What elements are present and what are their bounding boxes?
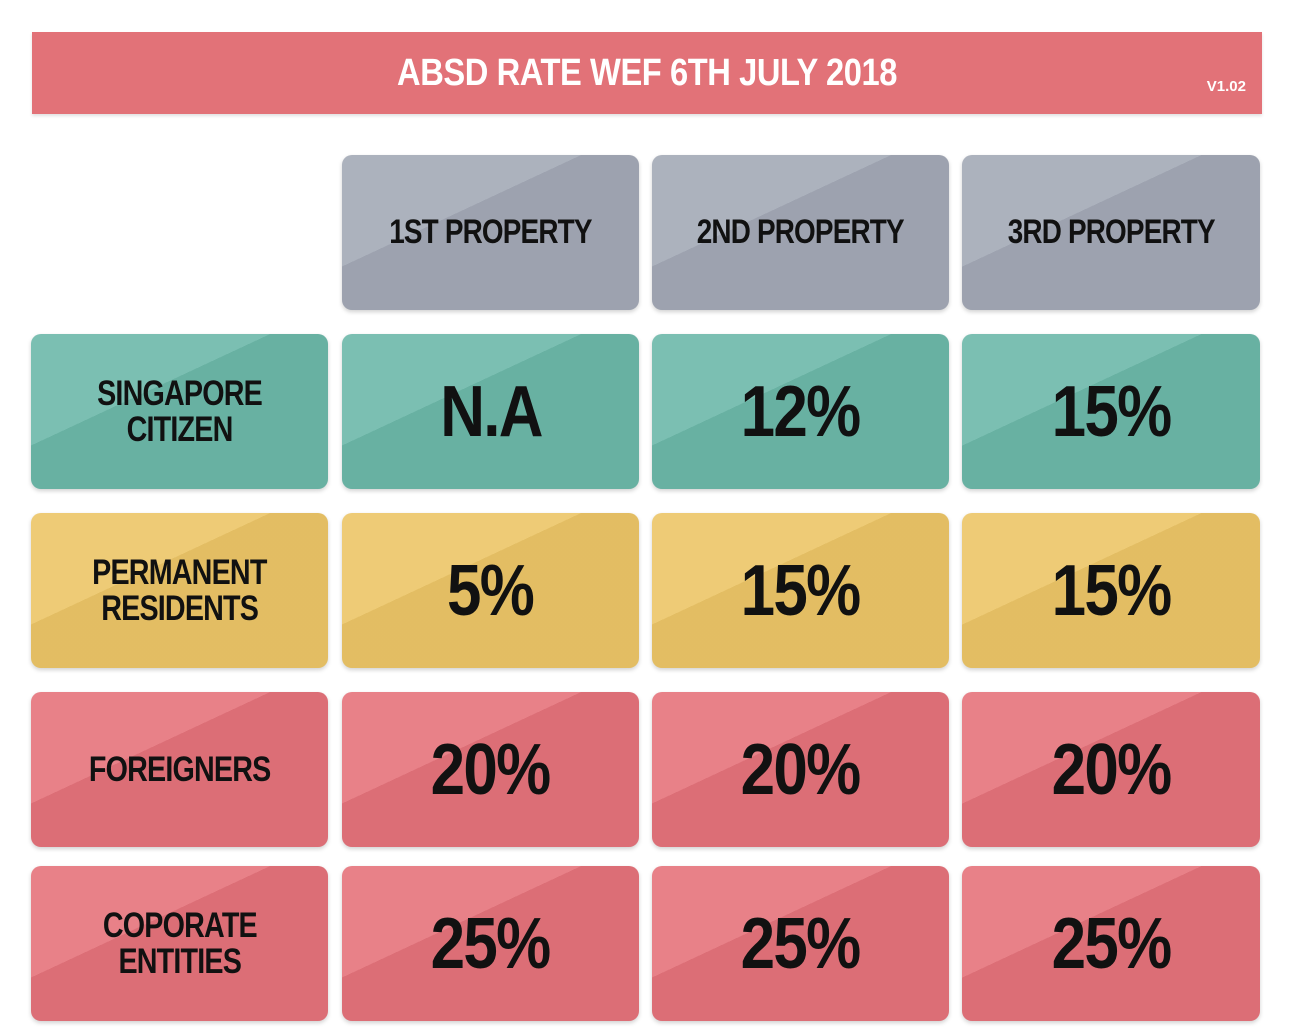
column-header-label: 2ND PROPERTY	[696, 213, 905, 251]
title-banner: ABSD RATE WEF 6TH JULY 2018 V1.02	[32, 32, 1262, 114]
rate-value: 20%	[1051, 729, 1172, 810]
column-header-label: 1ST PROPERTY	[389, 213, 592, 251]
row-label-line1: FOREIGNERS	[88, 749, 271, 789]
row-label-corporate-entities: COPORATE ENTITIES	[31, 866, 328, 1021]
rate-value: 25%	[431, 903, 551, 984]
rate-cell-foreigners-3rd: 20%	[962, 692, 1260, 847]
row-label-line2: CITIZEN	[126, 409, 234, 449]
row-label-permanent-residents: PERMANENT RESIDENTS	[31, 513, 328, 668]
rate-value: 15%	[1051, 550, 1172, 631]
column-header-label: 3RD PROPERTY	[1007, 213, 1215, 251]
row-label-line1: SINGAPORE	[97, 373, 263, 413]
rate-cell-foreigners-1st: 20%	[342, 692, 639, 847]
row-label-line2: ENTITIES	[118, 941, 241, 981]
column-header-1st-property: 1ST PROPERTY	[342, 155, 639, 310]
version-label: V1.02	[1206, 78, 1246, 95]
rate-value: 12%	[741, 371, 861, 452]
rate-cell-citizen-2nd: 12%	[652, 334, 949, 489]
row-label-foreigners: FOREIGNERS	[31, 692, 328, 847]
rate-cell-foreigners-2nd: 20%	[652, 692, 949, 847]
rate-cell-pr-3rd: 15%	[962, 513, 1260, 668]
rate-value: 5%	[447, 550, 535, 631]
rate-value: 15%	[1051, 371, 1172, 452]
rate-cell-pr-1st: 5%	[342, 513, 639, 668]
rate-value: 15%	[741, 550, 861, 631]
rate-value: 25%	[1051, 903, 1172, 984]
rate-cell-citizen-1st: N.A	[342, 334, 639, 489]
banner-title: ABSD RATE WEF 6TH JULY 2018	[397, 52, 897, 94]
rate-value: 20%	[741, 729, 861, 810]
column-header-2nd-property: 2ND PROPERTY	[652, 155, 949, 310]
rate-cell-corporate-2nd: 25%	[652, 866, 949, 1021]
row-label-line1: COPORATE	[102, 905, 258, 945]
row-label-singapore-citizen: SINGAPORE CITIZEN	[31, 334, 328, 489]
rate-cell-pr-2nd: 15%	[652, 513, 949, 668]
rate-value: 25%	[741, 903, 861, 984]
rate-value: N.A	[439, 371, 543, 452]
row-label-line1: PERMANENT	[92, 552, 267, 592]
rate-cell-corporate-3rd: 25%	[962, 866, 1260, 1021]
rate-value: 20%	[431, 729, 551, 810]
rate-cell-corporate-1st: 25%	[342, 866, 639, 1021]
row-label-line2: RESIDENTS	[101, 588, 259, 628]
column-header-3rd-property: 3RD PROPERTY	[962, 155, 1260, 310]
rate-cell-citizen-3rd: 15%	[962, 334, 1260, 489]
